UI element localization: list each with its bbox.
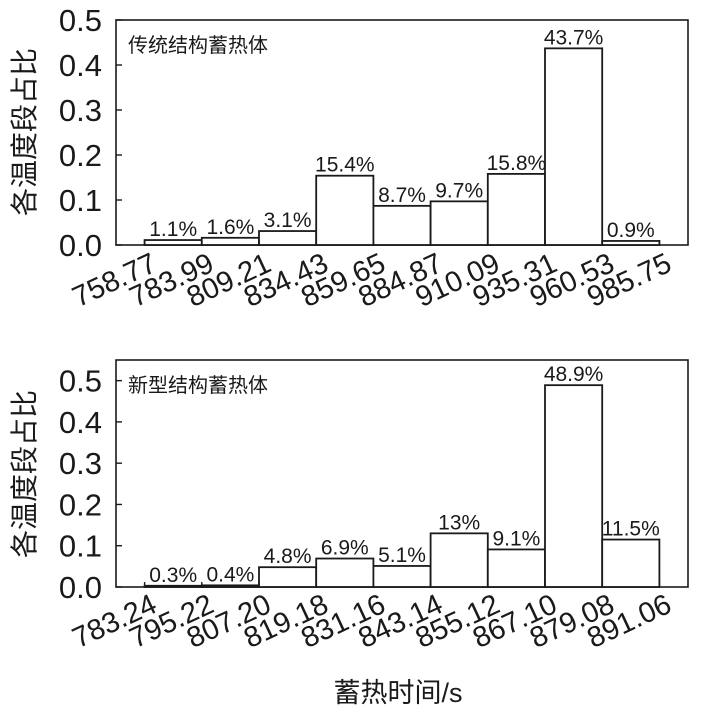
y-tick-label: 0.3 [59, 93, 102, 128]
bar [429, 200, 489, 246]
panel-title: 传统结构蓄热体 [128, 34, 268, 57]
y-axis-label: 各温度段占比 [9, 390, 40, 558]
data-label: 0.4% [206, 563, 254, 586]
x-axis-label: 蓄热时间/s [333, 678, 462, 708]
bar [315, 557, 375, 588]
y-tick-label: 0.4 [59, 405, 102, 440]
bar [486, 172, 546, 246]
y-tick-label: 0.2 [59, 487, 102, 522]
data-label: 43.7% [544, 26, 604, 49]
data-label: 1.6% [206, 216, 254, 239]
data-label: 48.9% [544, 363, 604, 386]
data-label: 1.1% [149, 218, 197, 241]
data-label: 13% [438, 511, 480, 534]
data-label: 4.8% [264, 545, 312, 568]
y-tick-label: 0.5 [59, 364, 102, 399]
bar [258, 566, 318, 588]
data-label: 5.1% [378, 544, 426, 567]
bar [258, 230, 318, 246]
y-tick-label: 0.5 [59, 3, 102, 38]
data-label: 0.3% [149, 564, 197, 587]
chart-panel-new: 0.0 0.1 0.2 0.3 0.4 0.5 各温度段占比 新型结构蓄热体 0.3% 0.4% 4… [9, 359, 689, 655]
data-label: 3.1% [264, 209, 312, 232]
panel-title: 新型结构蓄热体 [128, 374, 268, 397]
bar [372, 565, 432, 588]
y-tick-label: 0.0 [59, 570, 102, 605]
data-label: 15.4% [315, 154, 375, 177]
y-tick-label: 0.2 [59, 138, 102, 173]
data-label: 15.8% [487, 152, 547, 175]
bar [544, 384, 604, 588]
bar [315, 174, 375, 246]
y-tick-label: 0.0 [59, 228, 102, 263]
bar [200, 236, 260, 246]
y-tick-label: 0.1 [59, 183, 102, 218]
data-label: 0.9% [607, 219, 655, 242]
data-label: 9.1% [492, 527, 540, 550]
bar [429, 532, 489, 588]
data-label: 11.5% [602, 518, 660, 541]
bar [544, 47, 604, 246]
y-tick-label: 0.3 [59, 446, 102, 481]
data-label: 6.9% [321, 537, 369, 560]
chart-panel-traditional: 0.0 0.1 0.2 0.3 0.4 0.5 各温度段占比 传统结构蓄热体 1.1% 1.6% 3… [9, 3, 689, 314]
data-label: 9.7% [435, 179, 483, 202]
y-axis-label: 各温度段占比 [9, 48, 40, 216]
bar [601, 538, 661, 588]
bar [486, 548, 546, 588]
y-tick-label: 0.1 [59, 529, 102, 564]
bar [372, 204, 432, 246]
y-tick-label: 0.4 [59, 48, 102, 83]
data-label: 8.7% [378, 184, 426, 207]
